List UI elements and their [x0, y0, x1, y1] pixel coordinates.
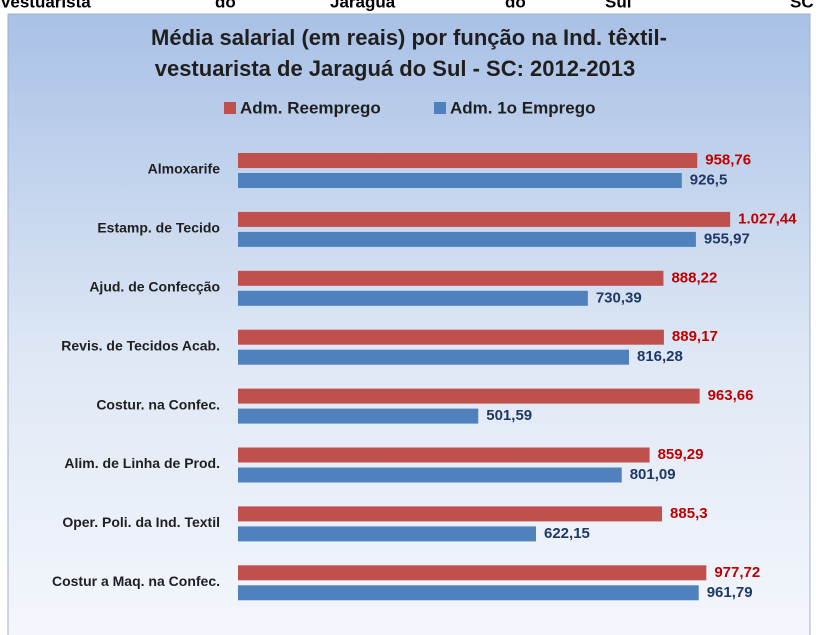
value-label: 859,29 — [658, 446, 704, 463]
bar — [238, 565, 707, 581]
value-label: 888,22 — [671, 269, 717, 286]
value-label: 926,5 — [690, 171, 728, 188]
bar — [238, 467, 622, 483]
bar — [238, 211, 731, 227]
bar — [238, 506, 663, 522]
legend-swatch — [434, 102, 446, 114]
bar — [238, 290, 588, 306]
chart-title: Média salarial (em reais) por função na … — [151, 25, 667, 50]
category-label: Costur. na Confec. — [96, 396, 220, 412]
value-label: 501,59 — [486, 407, 532, 424]
chart-title: vestuarista de Jaraguá do Sul - SC: 2012… — [155, 56, 636, 81]
bar — [238, 388, 700, 404]
bar — [238, 329, 664, 345]
header-fragment: Jaraguá — [330, 0, 396, 11]
bar — [238, 153, 698, 168]
bar — [238, 231, 696, 247]
bar — [238, 585, 699, 601]
value-label: 730,39 — [596, 289, 642, 306]
header-fragment: Vestuarista — [0, 0, 91, 11]
category-label: Costur a Maq. na Confec. — [52, 573, 220, 589]
category-label: Revis. de Tecidos Acab. — [61, 337, 220, 353]
header-fragment: SC — [790, 0, 814, 11]
value-label: 1.027,44 — [738, 210, 797, 227]
header-fragment: do — [505, 0, 526, 11]
value-label: 961,79 — [707, 584, 753, 601]
bar — [238, 349, 629, 365]
bar — [238, 526, 537, 542]
value-label: 885,3 — [670, 505, 708, 522]
bar — [238, 408, 479, 424]
value-label: 816,28 — [637, 348, 683, 365]
value-label: 963,66 — [708, 387, 754, 404]
category-label: Estamp. de Tecido — [97, 220, 220, 236]
header-fragment: Sul — [605, 0, 631, 11]
bar — [238, 173, 682, 188]
legend-swatch — [224, 102, 236, 114]
value-label: 977,72 — [714, 564, 760, 581]
header-fragment: do — [215, 0, 236, 11]
value-label: 801,09 — [630, 466, 676, 483]
value-label: 955,97 — [704, 230, 750, 247]
category-label: Ajud. de Confecção — [89, 279, 220, 295]
bar — [238, 447, 650, 463]
value-label: 958,76 — [705, 151, 751, 168]
category-label: Almoxarife — [148, 161, 221, 177]
category-label: Alim. de Linha de Prod. — [64, 455, 220, 471]
bar — [238, 270, 664, 286]
chart-background — [7, 13, 811, 635]
value-label: 622,15 — [544, 525, 590, 542]
category-label: Oper. Poli. da Ind. Textil — [62, 514, 220, 530]
value-label: 889,17 — [672, 328, 718, 345]
legend-label: Adm. 1o Emprego — [450, 98, 595, 117]
legend-label: Adm. Reemprego — [240, 98, 381, 117]
